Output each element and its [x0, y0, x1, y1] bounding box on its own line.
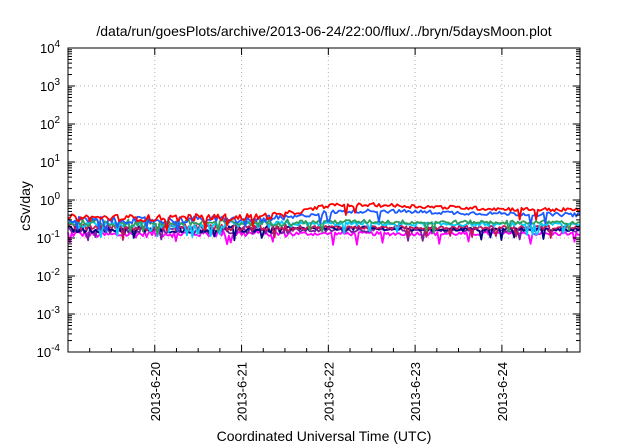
series-line-7	[67, 202, 581, 232]
y-tick-exponent: 2	[54, 115, 60, 126]
y-tick-base: 10	[37, 231, 51, 246]
y-tick-base: 10	[40, 79, 54, 94]
y-tick-base: 10	[37, 269, 51, 284]
y-tick-label: 102	[40, 115, 60, 132]
data-series	[67, 202, 581, 246]
chart-title: /data/run/goesPlots/archive/2013-06-24/2…	[96, 23, 551, 39]
x-tick-label: 2013-6-23	[408, 362, 423, 421]
y-tick-label: 10-4	[37, 343, 61, 360]
y-tick-base: 10	[40, 117, 54, 132]
y-tick-label: 100	[40, 191, 60, 208]
x-tick-label: 2013-6-22	[321, 362, 336, 421]
y-axis-title: cSv/day	[17, 181, 33, 231]
y-tick-base: 10	[40, 41, 54, 56]
x-axis-title: Coordinated Universal Time (UTC)	[217, 428, 432, 444]
y-tick-base: 10	[40, 193, 54, 208]
y-tick-base: 10	[40, 155, 54, 170]
y-tick-label: 10-3	[37, 305, 61, 322]
x-tick-label: 2013-6-20	[148, 362, 163, 421]
y-tick-exponent: -2	[51, 267, 60, 278]
series-line-3	[67, 223, 581, 241]
y-tick-exponent: 1	[54, 153, 60, 164]
y-tick-label: 10-1	[37, 229, 61, 246]
y-tick-base: 10	[37, 307, 51, 322]
x-tick-labels: 2013-6-20 2013-6-21 2013-6-22 2013-6-23 2013…	[148, 362, 510, 421]
y-tick-exponent: -4	[51, 343, 60, 354]
y-tick-exponent: -3	[51, 305, 60, 316]
y-tick-exponent: 0	[54, 191, 60, 202]
y-tick-label: 104	[40, 39, 60, 56]
axis-ticks	[68, 47, 580, 353]
x-tick-label: 2013-6-21	[235, 362, 250, 421]
y-tick-label: 10-2	[37, 267, 61, 284]
y-tick-exponent: -1	[51, 229, 60, 240]
y-tick-exponent: 4	[54, 39, 60, 50]
y-tick-label: 103	[40, 77, 60, 94]
series-line-5	[67, 218, 581, 236]
x-tick-label: 2013-6-24	[495, 362, 510, 421]
y-tick-base: 10	[37, 345, 51, 360]
grid-lines	[68, 48, 580, 352]
y-tick-exponent: 3	[54, 77, 60, 88]
y-tick-label: 101	[40, 153, 60, 170]
